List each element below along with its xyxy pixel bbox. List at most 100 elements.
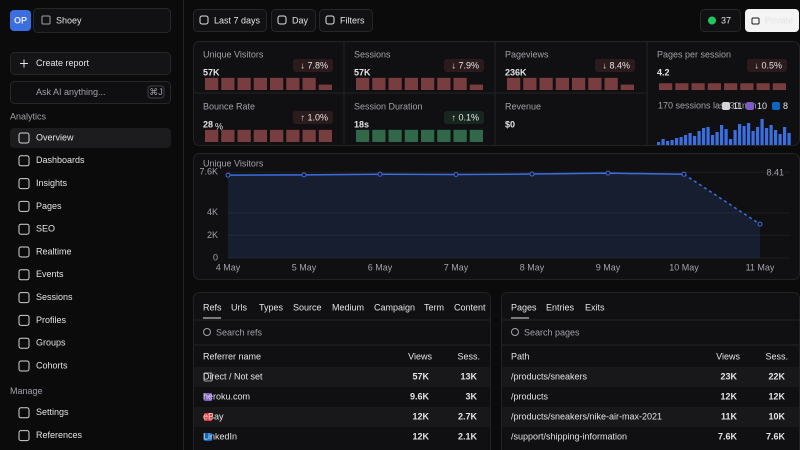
realtime-bar — [661, 139, 665, 145]
column-header[interactable]: Sess. — [457, 351, 480, 361]
tab[interactable]: Types — [259, 302, 284, 312]
realtime-referrer: 8 — [783, 101, 788, 111]
spark-bar — [421, 129, 435, 142]
nav-item[interactable]: Settings — [36, 407, 69, 417]
point — [681, 171, 687, 177]
column-header[interactable]: Views — [716, 351, 740, 361]
realtime-bar — [670, 140, 674, 145]
y-tick-label: 2K — [207, 230, 218, 240]
private-button[interactable] — [745, 9, 799, 32]
nav-item[interactable]: Groups — [36, 338, 66, 348]
spark-bar — [253, 129, 267, 142]
tab[interactable]: Pages — [511, 302, 537, 312]
toolbar-button[interactable] — [271, 9, 316, 32]
spark-bar — [388, 129, 402, 142]
tab[interactable]: Campaign — [374, 302, 415, 312]
realtime-bar — [783, 127, 787, 145]
nav-item[interactable]: Realtime — [36, 246, 72, 256]
tab[interactable]: Term — [424, 302, 444, 312]
spark-bar — [539, 77, 553, 90]
spark-bar — [237, 129, 251, 142]
table-cell[interactable]: /support/shipping-information — [511, 431, 627, 441]
nav-item[interactable]: References — [36, 430, 83, 440]
tab[interactable]: Refs — [203, 302, 222, 312]
row-highlight — [502, 367, 799, 387]
change-badge — [293, 59, 333, 72]
spark-bar — [302, 129, 316, 142]
realtime-bar — [702, 128, 706, 145]
column-header[interactable]: Sess. — [765, 351, 788, 361]
referrer-icon — [772, 102, 780, 110]
spark-bar — [286, 77, 300, 90]
y-tick-label: 0 — [213, 252, 218, 262]
spark-bar — [691, 83, 705, 90]
tab[interactable]: Exits — [585, 302, 605, 312]
metric-value: 18s — [354, 119, 369, 129]
spark-bar — [675, 83, 689, 90]
metric-label: Revenue — [505, 101, 541, 111]
nav-icon — [18, 430, 30, 442]
point — [377, 171, 383, 177]
logo[interactable] — [10, 10, 31, 31]
area — [228, 173, 760, 258]
nav-item[interactable]: Cohorts — [36, 360, 68, 370]
change-badge — [747, 59, 787, 72]
metric-change: ↓ 7.9% — [451, 60, 479, 70]
spark-bar — [740, 83, 754, 90]
tab[interactable]: Content — [454, 302, 486, 312]
spark-bar — [572, 77, 586, 90]
chart-annotation: 8.41 — [766, 168, 784, 178]
nav-icon — [18, 223, 30, 235]
spark-bar — [707, 83, 721, 90]
realtime-bar — [747, 123, 751, 145]
toolbar-button[interactable] — [319, 9, 373, 32]
logo-text: OP — [14, 15, 27, 25]
column-header[interactable]: Path — [511, 351, 530, 361]
x-tick-label: 9 May — [596, 262, 621, 272]
nav-item[interactable]: Insights — [36, 178, 68, 188]
spark-bar — [437, 77, 451, 90]
tab[interactable]: Source — [293, 302, 322, 312]
create-report[interactable] — [10, 52, 171, 75]
tab[interactable]: Urls — [231, 302, 247, 312]
realtime-bar — [697, 131, 701, 145]
point — [529, 171, 535, 177]
nav-item[interactable]: Overview — [36, 132, 74, 142]
point — [757, 221, 763, 227]
nav-item[interactable]: Dashboards — [36, 155, 85, 165]
table-cell[interactable]: /products/sneakers/nike-air-max-2021 — [511, 411, 662, 421]
tab[interactable]: Medium — [332, 302, 364, 312]
project-select[interactable] — [33, 8, 171, 33]
table-cell[interactable]: eBay — [203, 411, 224, 421]
tab[interactable]: Entries — [546, 302, 575, 312]
referrer-icon — [204, 433, 212, 441]
nav-item[interactable]: SEO — [36, 224, 55, 234]
realtime-bar — [769, 125, 773, 145]
ask-ai[interactable] — [10, 81, 171, 104]
metric-change: ↑ 1.0% — [300, 112, 328, 122]
toolbar-label: Day — [292, 15, 309, 25]
search-input[interactable]: Search refs — [216, 327, 263, 337]
point — [225, 172, 231, 178]
table-cell[interactable]: LinkedIn — [203, 431, 237, 441]
column-header[interactable]: Views — [408, 351, 432, 361]
table-number: 22K — [768, 371, 785, 381]
table-cell[interactable]: /products/sneakers — [511, 371, 588, 381]
realtime-referrer: 10 — [757, 101, 767, 111]
nav-item[interactable]: Pages — [36, 201, 62, 211]
spark-bar — [253, 77, 267, 90]
search-input[interactable]: Search pages — [524, 327, 580, 337]
nav-item[interactable]: Events — [36, 269, 64, 279]
nav-item[interactable]: Profiles — [36, 315, 67, 325]
table-cell[interactable]: heroku.com — [203, 391, 250, 401]
toolbar-button[interactable] — [193, 9, 267, 32]
section-title: Analytics — [10, 111, 47, 121]
column-header[interactable]: Referrer name — [203, 351, 261, 361]
spark-bar — [724, 83, 738, 90]
realtime-bar — [720, 125, 724, 145]
point — [605, 170, 611, 176]
spark-bar — [469, 129, 483, 142]
nav-item[interactable]: Sessions — [36, 292, 73, 302]
table-cell[interactable]: /products — [511, 391, 549, 401]
table-cell[interactable]: Direct / Not set — [203, 371, 263, 381]
